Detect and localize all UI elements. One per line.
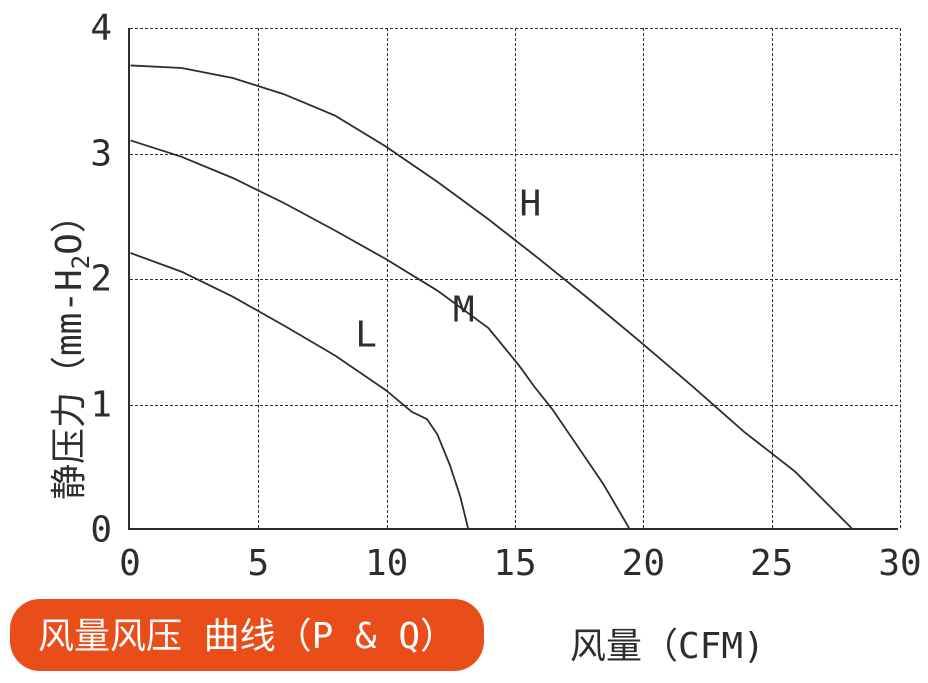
y-tick-label: 2 <box>90 259 112 300</box>
y-tick-label: 1 <box>90 384 112 425</box>
x-tick-label: 25 <box>750 543 793 584</box>
grid-line-vertical <box>643 28 644 528</box>
curves-svg <box>130 28 898 528</box>
grid-line-vertical <box>387 28 388 528</box>
grid-line-vertical <box>258 28 259 528</box>
grid-line-vertical <box>515 28 516 528</box>
grid-line-vertical <box>900 28 901 528</box>
series-curve-l <box>131 253 468 528</box>
x-tick-label: 30 <box>878 543 921 584</box>
series-label-m: M <box>453 290 475 331</box>
y-axis-label: 静压力（mm-H2O） <box>40 197 95 500</box>
grid-line-horizontal <box>130 405 898 406</box>
series-curve-h <box>131 65 852 528</box>
x-tick-label: 15 <box>493 543 536 584</box>
x-tick-label: 5 <box>247 543 269 584</box>
series-label-l: L <box>355 315 377 356</box>
grid-line-horizontal <box>130 279 898 280</box>
grid-line-horizontal <box>130 28 898 29</box>
x-axis-label: 风量（CFM) <box>570 617 765 669</box>
grid-line-horizontal <box>130 154 898 155</box>
plot-area: 05101520253001234HML <box>128 28 898 530</box>
y-tick-label: 3 <box>90 133 112 174</box>
x-tick-label: 10 <box>365 543 408 584</box>
x-tick-label: 0 <box>119 543 141 584</box>
chart-container: 静压力（mm-H2O） 0 5 10 15 20 25 30 0 1 2 3 4 H M L 风量风压 曲线… <box>0 0 928 683</box>
chart-title-pill: 风量风压 曲线（P & Q） <box>10 599 484 671</box>
y-tick-label: 0 <box>90 510 112 551</box>
x-tick-label: 20 <box>622 543 665 584</box>
series-label-h: H <box>520 183 542 224</box>
y-tick-label: 4 <box>90 8 112 49</box>
grid-line-vertical <box>772 28 773 528</box>
series-curve-m <box>131 140 630 528</box>
